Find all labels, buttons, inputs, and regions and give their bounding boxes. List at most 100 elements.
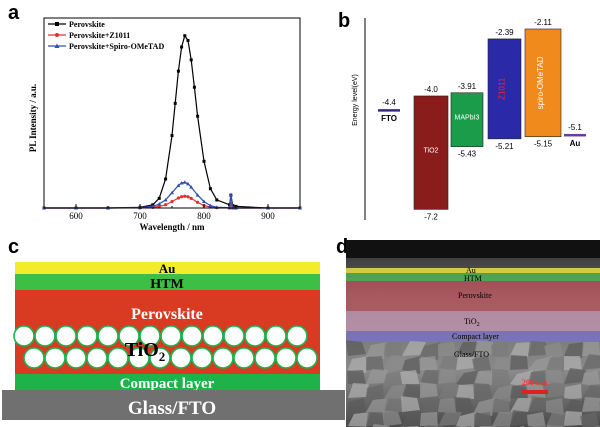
energy-level-chart: Energy level(eV) FTO -4.4 -4.0 -7.2 TiO2 -3.9… xyxy=(352,18,586,221)
data-point xyxy=(189,185,194,189)
au-label: Au xyxy=(159,261,176,276)
htm-label: HTM xyxy=(150,277,183,292)
sem-grain xyxy=(510,410,529,426)
sem-grain xyxy=(348,412,370,427)
panel-label-c: c xyxy=(8,236,20,258)
data-point xyxy=(180,195,184,199)
legend-marker xyxy=(55,22,59,26)
data-point xyxy=(228,193,233,197)
device-schematic: Au HTM Perovskite TiO2 Compact layer Gla… xyxy=(2,261,345,420)
sem-tio2-label: TiO2 xyxy=(464,317,480,328)
sem-grain xyxy=(419,356,438,372)
sem-perovskite-label: Perovskite xyxy=(458,291,492,300)
sem-grain xyxy=(527,412,546,427)
sem-grains xyxy=(346,340,600,427)
tio2-particle xyxy=(296,347,318,369)
sem-grain xyxy=(366,356,384,371)
x-axis-label: Wavelength / nm xyxy=(139,222,205,232)
x-tick-label: 800 xyxy=(197,211,211,221)
sem-grain xyxy=(402,412,423,427)
legend-entry: Perovskite+Spiro-OMeTAD xyxy=(69,42,164,51)
data-point xyxy=(170,190,174,195)
sem-grain xyxy=(582,397,600,412)
sem-grain xyxy=(402,384,422,398)
sem-top-dark xyxy=(346,240,600,258)
sem-grain xyxy=(564,398,587,413)
sem-grain xyxy=(491,342,510,359)
sem-grain xyxy=(366,342,387,359)
sem-grain xyxy=(474,412,492,427)
sem-grain xyxy=(544,342,564,360)
sem-htm-label: HTM xyxy=(464,274,482,283)
htm-layer xyxy=(15,274,320,290)
sem-grain xyxy=(348,356,368,373)
tio2-particle xyxy=(128,347,150,369)
level-name: Au xyxy=(570,139,581,148)
x-tick-label: 700 xyxy=(133,211,147,221)
data-point xyxy=(164,177,168,181)
tio2-particle xyxy=(149,347,171,369)
data-point xyxy=(189,196,193,200)
perovskite-label: Perovskite xyxy=(131,306,203,323)
top-value-label: -2.11 xyxy=(534,18,552,27)
sem-grain xyxy=(438,356,460,370)
data-point xyxy=(196,200,200,204)
bottom-value-label: -5.43 xyxy=(458,150,477,159)
sem-grain xyxy=(420,370,441,384)
sem-grain xyxy=(456,342,479,356)
tio2-particle xyxy=(23,347,45,369)
data-point xyxy=(179,181,184,185)
top-value-label: -4.0 xyxy=(424,85,438,94)
sem-grain xyxy=(456,354,474,370)
sem-grain xyxy=(546,382,567,398)
tio2-nanoparticles xyxy=(13,325,318,369)
sem-cross-section: Au HTM Perovskite TiO2 Compact layer Gla… xyxy=(346,240,600,427)
sem-grain xyxy=(510,398,534,412)
sem-grain xyxy=(402,356,421,374)
data-point xyxy=(195,193,200,197)
sem-grain xyxy=(384,384,408,400)
data-point xyxy=(173,101,177,105)
sem-grain xyxy=(401,396,420,412)
x-tick-label: 900 xyxy=(261,211,275,221)
data-point xyxy=(189,58,193,62)
data-point xyxy=(196,114,200,118)
tio2-particle xyxy=(86,347,108,369)
sem-grain xyxy=(582,342,600,356)
sem-grain xyxy=(420,342,440,360)
energy-bar-tio2 xyxy=(413,95,449,210)
data-point xyxy=(215,198,219,202)
glass-fto-layer xyxy=(2,390,345,420)
glass-fto-label: Glass/FTO xyxy=(128,398,216,419)
sem-compact-band xyxy=(346,331,600,341)
tio2-particle xyxy=(76,325,98,347)
bottom-value-label: -5.21 xyxy=(495,142,514,151)
sem-grain xyxy=(564,356,582,370)
sem-grain xyxy=(473,383,492,398)
sem-grain xyxy=(474,340,493,356)
sem-grain xyxy=(420,398,442,415)
sem-grain xyxy=(420,382,438,398)
tio2-particle xyxy=(275,347,297,369)
sem-grain xyxy=(456,370,480,387)
sem-grain xyxy=(366,384,384,402)
legend-marker xyxy=(54,43,60,48)
tio2-particle xyxy=(191,347,213,369)
data-point xyxy=(183,34,187,38)
sem-grain xyxy=(510,355,528,370)
scale-bar-label: 200 nm xyxy=(522,378,547,387)
sem-perovskite-band xyxy=(346,281,600,311)
sem-grain xyxy=(348,383,369,398)
level-line-au xyxy=(564,133,586,137)
data-point xyxy=(163,197,168,202)
legend-marker xyxy=(55,33,59,37)
sem-grain xyxy=(546,356,566,372)
sem-grain xyxy=(582,370,600,387)
sem-grain xyxy=(492,398,510,414)
level-name: FTO xyxy=(381,114,397,123)
tio2-particle xyxy=(254,347,276,369)
tio2-particle xyxy=(170,347,192,369)
sem-grain xyxy=(384,398,403,412)
bar-name-label: MAPbI3 xyxy=(455,115,480,122)
sem-grain xyxy=(564,384,582,401)
